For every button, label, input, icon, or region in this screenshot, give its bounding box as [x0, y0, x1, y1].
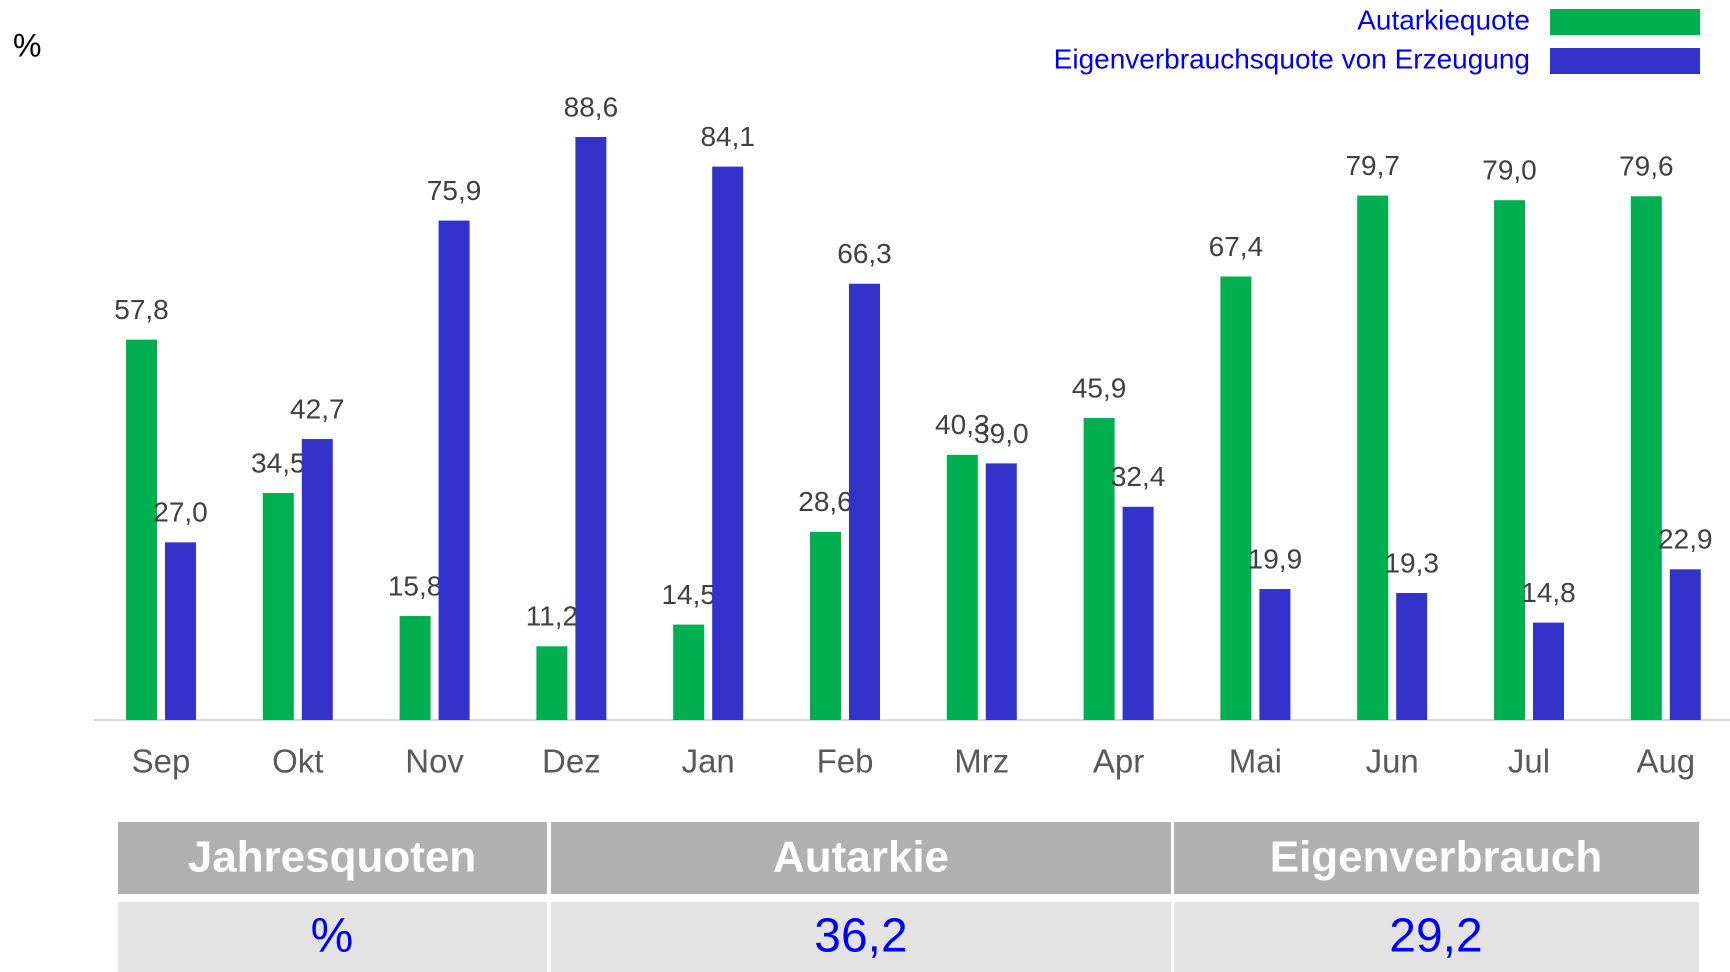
bar: [1357, 195, 1389, 721]
x-tick-label: Jul: [1508, 743, 1550, 780]
data-label: 57,8: [114, 294, 169, 325]
data-label: 32,4: [1111, 461, 1166, 492]
data-label: 34,5: [251, 447, 306, 478]
bar: [673, 624, 705, 720]
bar: [985, 463, 1017, 720]
bar: [1122, 506, 1154, 720]
header-cell: [1174, 822, 1699, 894]
bar: [1083, 417, 1115, 720]
data-label: 15,8: [388, 570, 443, 601]
x-tick-label: Mrz: [954, 743, 1009, 780]
cell: [551, 902, 1171, 972]
data-label: 84,1: [700, 121, 755, 152]
data-label: 75,9: [427, 175, 482, 206]
bar: [1669, 569, 1701, 720]
data-label: 11,2: [526, 601, 578, 632]
x-tick-label: Jun: [1366, 743, 1419, 780]
bar: [165, 542, 196, 720]
data-label: 19,9: [1248, 543, 1303, 574]
cell: [118, 902, 547, 972]
bar: [575, 137, 607, 721]
cell-text: 29,2: [1389, 910, 1482, 963]
bar: [1220, 276, 1252, 720]
x-tick-label: Aug: [1636, 743, 1695, 780]
legend-label: Eigenverbrauchsquote von Erzeugung: [1054, 43, 1530, 74]
bar: [1396, 593, 1428, 720]
data-label: 14,8: [1521, 577, 1576, 608]
data-label: 40,3: [935, 409, 990, 440]
cell-text: %: [311, 910, 354, 963]
data-label: 67,4: [1209, 231, 1264, 262]
bar: [946, 454, 978, 720]
legend-swatch: [1550, 48, 1700, 74]
header-cell: [118, 822, 547, 894]
bar: [849, 283, 880, 720]
x-tick-label: Okt: [272, 743, 323, 780]
unit-label: %: [13, 27, 41, 63]
header-text: Eigenverbrauch: [1270, 833, 1603, 882]
header-text: Jahresquoten: [188, 833, 477, 882]
legend-label: Autarkiequote: [1357, 4, 1530, 35]
x-tick-label: Sep: [132, 743, 191, 780]
data-label: 79,0: [1482, 155, 1537, 186]
data-label: 79,6: [1619, 151, 1674, 182]
bar: [262, 492, 294, 720]
bar: [438, 220, 470, 720]
cell: [1174, 902, 1699, 972]
data-label: 14,5: [661, 579, 716, 610]
x-tick-label: Nov: [405, 743, 464, 780]
bar: [126, 339, 157, 720]
cell-text: 36,2: [814, 910, 907, 963]
table: Jahresquoten Autarkie Eigenverbrauch % 3…: [118, 822, 1699, 972]
x-tick-label: Mai: [1229, 743, 1282, 780]
data-label: 27,0: [153, 497, 208, 528]
legend-swatch: [1550, 9, 1700, 35]
data-label: 22,9: [1658, 524, 1713, 555]
data-label: 28,6: [798, 486, 853, 517]
data-label: 39,0: [974, 418, 1029, 449]
x-tick-label: Apr: [1093, 743, 1144, 780]
bar: [301, 439, 333, 720]
data-label: 79,7: [1345, 150, 1400, 181]
data-label: 42,7: [290, 393, 345, 424]
bar: [1259, 589, 1291, 720]
bar: [1630, 196, 1662, 720]
x-tick-label: Jan: [682, 743, 735, 780]
bar: [399, 616, 431, 720]
bar: [536, 646, 568, 720]
x-tick-label: Dez: [542, 743, 601, 780]
header-text: Autarkie: [773, 833, 949, 882]
bar: [810, 531, 841, 720]
x-tick-label: Feb: [817, 743, 874, 780]
bar: [1533, 622, 1564, 720]
header-cell: [551, 822, 1171, 894]
data-label: 88,6: [564, 91, 619, 122]
data-label: 19,3: [1384, 547, 1439, 578]
bar: [1494, 200, 1525, 720]
data-label: 66,3: [837, 238, 892, 269]
data-label: 45,9: [1072, 372, 1127, 403]
bar: [712, 166, 744, 720]
